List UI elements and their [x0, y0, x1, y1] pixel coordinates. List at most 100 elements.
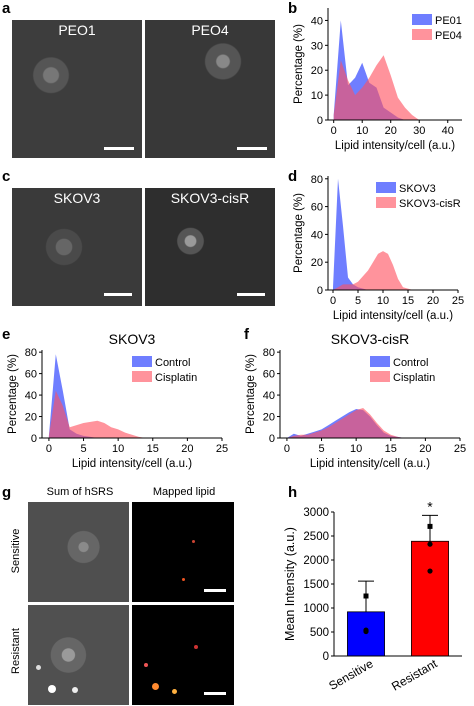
y-tick-label: 20	[25, 412, 37, 424]
row-label-resistant: Resistant	[10, 628, 22, 674]
x-tick-label: 20	[385, 125, 397, 137]
micrograph-skov3: SKOV3	[12, 188, 142, 306]
y-tick-label: 80	[25, 347, 37, 359]
x-tick-label: 10	[377, 295, 389, 307]
legend-swatch-cisplatin	[132, 371, 152, 382]
legend-swatch-cisplatin	[370, 371, 390, 382]
y-axis-label: Percentage (%)	[7, 354, 19, 434]
image-label-skov3-cisr: SKOV3-cisR	[170, 190, 250, 206]
lipid-map-resistant	[132, 605, 234, 705]
x-tick-label: 15	[385, 443, 397, 455]
y-tick-label: 0	[323, 651, 329, 663]
y-tick-label: 500	[310, 627, 329, 639]
y-tick-label: 2500	[303, 531, 329, 543]
legend-swatch-control	[132, 356, 152, 367]
y-tick-label: 0	[269, 433, 275, 445]
image-label-peo1: PEO1	[58, 22, 96, 38]
x-tick-label: 10	[350, 443, 362, 455]
legend-label-cisplatin: Cisplatin	[155, 372, 197, 384]
row-label-sensitive: Sensitive	[10, 528, 22, 574]
scale-bar	[237, 147, 267, 150]
y-tick-label: 3000	[303, 507, 329, 519]
y-tick-label: 40	[263, 390, 275, 402]
x-axis-label: Lipid intensity/cell (a.u.)	[335, 140, 455, 152]
legend-label-skov3-cisr: SKOV3-cisR	[399, 198, 461, 210]
lipid-droplet	[192, 540, 195, 543]
legend-swatch-skov3-cisr	[376, 197, 396, 208]
y-tick-label: 60	[263, 369, 275, 381]
micrograph-peo4: PEO4	[145, 20, 275, 158]
legend-label-pe01: PE01	[435, 15, 462, 27]
lipid-droplet	[172, 689, 177, 694]
x-tick-label: 20	[181, 443, 193, 455]
y-axis-label: Mean Intensity (a.u.)	[283, 527, 297, 641]
legend-label-cisplatin: Cisplatin	[393, 372, 435, 384]
x-tick-label: 10	[112, 443, 124, 455]
x-tick-label: 20	[419, 443, 431, 455]
micrograph-peo1: PEO1	[12, 20, 142, 158]
panel-letter-d: d	[288, 168, 298, 185]
x-axis-label: Lipid intensity/cell (a.u.)	[310, 458, 430, 470]
y-tick-label: 20	[311, 257, 323, 269]
x-tick-label: 0	[330, 295, 336, 307]
series-area-cisplatin	[286, 408, 460, 438]
x-tick-label: 10	[356, 125, 368, 137]
y-tick-label: 40	[25, 390, 37, 402]
x-tick-label: 0	[331, 125, 337, 137]
bright-spot	[72, 687, 78, 693]
y-tick-label: 1000	[303, 603, 329, 615]
chart-e: SKOV3 0 20 40 60 80 0 5 10 15 20 25 Lipid intensity/…	[7, 331, 228, 470]
x-tick-label: 5	[80, 443, 86, 455]
scale-bar	[204, 589, 226, 592]
data-point-square	[427, 523, 433, 529]
legend-label-control: Control	[393, 357, 428, 369]
y-tick-label: 1500	[303, 579, 329, 591]
data-point-circle	[427, 541, 433, 547]
panel-letter-b: b	[288, 0, 298, 17]
panel-letter-e: e	[2, 326, 11, 343]
y-tick-label: 2000	[303, 555, 329, 567]
y-tick-label: 0	[317, 285, 323, 297]
scale-bar	[204, 692, 226, 695]
hsrs-image-sensitive	[28, 502, 129, 602]
column-label-mapped-lipid: Mapped lipid	[152, 486, 216, 498]
data-point-circle	[363, 627, 369, 633]
legend-label-skov3: SKOV3	[399, 183, 436, 195]
x-axis-label: Lipid intensity/cell (a.u.)	[333, 310, 453, 322]
x-tick-label: 15	[402, 295, 414, 307]
panel-letter-h: h	[288, 484, 298, 501]
legend-swatch-control	[370, 356, 390, 367]
series-area-skov3-cisr	[333, 251, 458, 290]
chart-title: SKOV3-cisR	[331, 331, 410, 347]
series-area-skov3	[333, 178, 458, 290]
chart-d: 0 20 40 60 80 0 5 10 15 20 25 Lipid intensity/cell …	[293, 174, 464, 322]
y-tick-label: 80	[263, 347, 275, 359]
y-tick-label: 0	[317, 115, 323, 127]
y-tick-label: 30	[311, 40, 323, 52]
legend-swatch-pe04	[412, 29, 432, 40]
panel-letter-c: c	[2, 168, 11, 185]
lipid-droplet	[152, 683, 159, 690]
y-tick-label: 10	[311, 90, 323, 102]
x-axis-label: Lipid intensity/cell (a.u.)	[72, 458, 192, 470]
y-axis-label: Percentage (%)	[245, 354, 257, 434]
x-tick-label: 5	[355, 295, 361, 307]
chart-b: 0 10 20 30 40 0 10 20 30 40 Lipid intensity/cell (…	[293, 8, 462, 152]
scale-bar	[237, 293, 265, 296]
x-tick-label: 30	[413, 125, 425, 137]
y-tick-label: 60	[25, 369, 37, 381]
y-axis-label: Percentage (%)	[293, 24, 305, 104]
image-label-peo4: PEO4	[191, 22, 229, 38]
y-tick-label: 40	[311, 229, 323, 241]
panel-letter-g: g	[2, 484, 12, 501]
scale-bar	[104, 147, 134, 150]
legend-swatch-pe01	[412, 14, 432, 25]
y-tick-label: 60	[311, 202, 323, 214]
micrograph-skov3-cisr: SKOV3-cisR	[145, 188, 275, 306]
x-category-label: Resistant	[389, 656, 440, 693]
scale-bar	[104, 293, 132, 296]
y-tick-label: 80	[311, 174, 323, 186]
series-area-pe04	[333, 55, 448, 120]
x-category-label: Sensitive	[326, 656, 375, 693]
legend-label-control: Control	[155, 357, 190, 369]
